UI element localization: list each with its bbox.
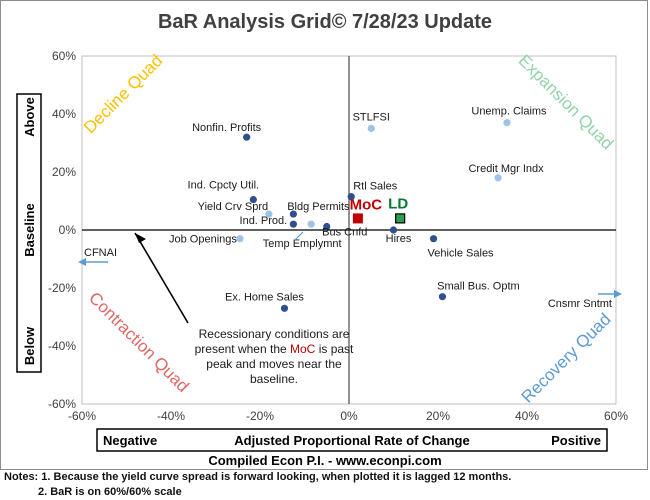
y-axis-below-label: Below [22,326,37,365]
point-vehicle-sales [429,235,438,243]
quadrant-label-bottom-right: Recovery Quad [518,310,615,407]
composite-markers: MoC LD [350,195,408,224]
moc-marker [352,213,363,224]
point-stlfsi [367,124,375,133]
y-axis-label-box [16,93,42,373]
y-tick-label: -20% [48,281,76,295]
x-tick-label: -20% [246,409,274,423]
point-credit-mgr-indx [494,174,502,182]
axes: 60% 40% 20% 0% -20% -40% -60%-60% -40% -20% 0% 20%… [48,49,628,423]
cfnai-arrowhead [78,258,86,266]
point-hires [389,226,398,234]
point-label-rtl-sales: Rtl Sales [353,181,398,193]
annotation-text: Recessionary conditions are present when … [195,327,354,386]
cfnai-label: CFNAI [84,247,117,259]
annotation-line-segment: peak and moves near the [206,357,342,371]
x-tick-label: 0% [340,409,358,423]
point-yield-crv-sprd [265,210,273,218]
point-label-small-bus-optm: Small Bus. Optm [437,281,520,293]
point-bldg-permits [289,210,297,218]
annotation-line-segment: Recessionary conditions are [199,327,350,341]
point-label-ind-cpcty-util: Ind. Cpcty Util. [188,180,260,192]
x-tick-label: 60% [604,409,628,423]
point-label-hires: Hires [386,233,412,245]
note-1: Notes: 1. Because the yield curve spread… [4,471,512,483]
annotation-line-segment: is past [315,342,354,356]
point-label-yield-crv-sprd: Yield Crv Sprd [198,201,269,213]
point-label-stlfsi: STLFSI [353,112,390,124]
x-axis-label-box [96,428,608,452]
note-2: 2. BaR is on 60%/60% scale [38,486,182,498]
point-rtl-sales [347,193,355,201]
x-axis-title: Adjusted Proportional Rate of Change [234,433,469,448]
point-nonfin-profits [243,133,251,141]
quadrant-label-top-right: Expansion Quad [515,51,617,153]
point-label-ind-prod: Ind. Prod. [240,215,288,227]
point-label-credit-mgr-indx: Credit Mgr Indx [468,163,544,175]
y-axis-above-label: Above [22,97,37,137]
point-label-vehicle-sales: Vehicle Sales [428,248,495,260]
x-tick-label: -60% [68,409,96,423]
point-small-bus-optm [438,293,447,301]
x-axis-negative-label: Negative [103,433,157,448]
temp-emplymnt-pointer [294,231,304,241]
point-ex-home-sales [280,304,289,312]
point-label-ex-home-sales: Ex. Home Sales [225,291,304,303]
y-tick-label: 60% [52,49,76,63]
moc-label: MoC [350,196,383,213]
point-unemp-claims [503,119,511,127]
chart-title: BaR Analysis Grid© 7/28/23 Update [158,11,492,33]
point-label-temp-emplymnt: Temp Emplymnt [263,238,342,250]
point-temp-emplymnt [307,220,315,228]
y-tick-label: -40% [48,339,76,353]
point-ind-prod [289,220,297,228]
y-tick-label: 40% [52,107,76,121]
point-label-nonfin-profits: Nonfin. Profits [192,122,262,134]
point-label-unemp-claims: Unemp. Claims [471,106,547,118]
source-label: Compiled Econ P.I. - www.econpi.com [208,453,441,468]
annotation-arrow [134,232,189,324]
x-axis-positive-label: Positive [551,433,601,448]
cnsmr-sntmt-arrowhead [614,290,622,298]
annotation-line-segment: baseline. [250,372,298,386]
quadrant-label-top-left: Decline Quad [80,51,166,137]
off-scale-indicators: CFNAI Cnsmr Sntmt [78,247,622,310]
y-axis-baseline-label: Baseline [22,203,37,256]
x-tick-label: 40% [515,409,539,423]
annotation-moc-highlight: MoC [290,342,316,356]
x-tick-label: 20% [426,409,450,423]
point-job-openings [236,235,244,243]
ld-label: LD [388,195,408,212]
y-tick-label: 20% [52,165,76,179]
point-label-job-openings: Job Openings [169,234,237,246]
ld-marker [395,213,406,224]
point-label-bldg-permits: Bldg Permits [287,201,350,213]
annotation-line-segment: present when the [195,342,290,356]
data-points: STLFSI Unemp. Claims Nonfin. Profits Credit… [169,106,547,312]
y-tick-label: 0% [59,223,77,237]
cnsmr-sntmt-label: Cnsmr Sntmt [548,298,612,310]
annotation-arrowhead [135,233,146,243]
x-tick-label: -40% [157,409,185,423]
point-label-bus-cnfd: Bus Cnfd [322,227,367,239]
chart-frame [0,0,648,470]
point-bus-cnfd [323,222,331,231]
point-ind-cpcty-util [249,195,257,204]
y-tick-label: -60% [48,397,76,411]
